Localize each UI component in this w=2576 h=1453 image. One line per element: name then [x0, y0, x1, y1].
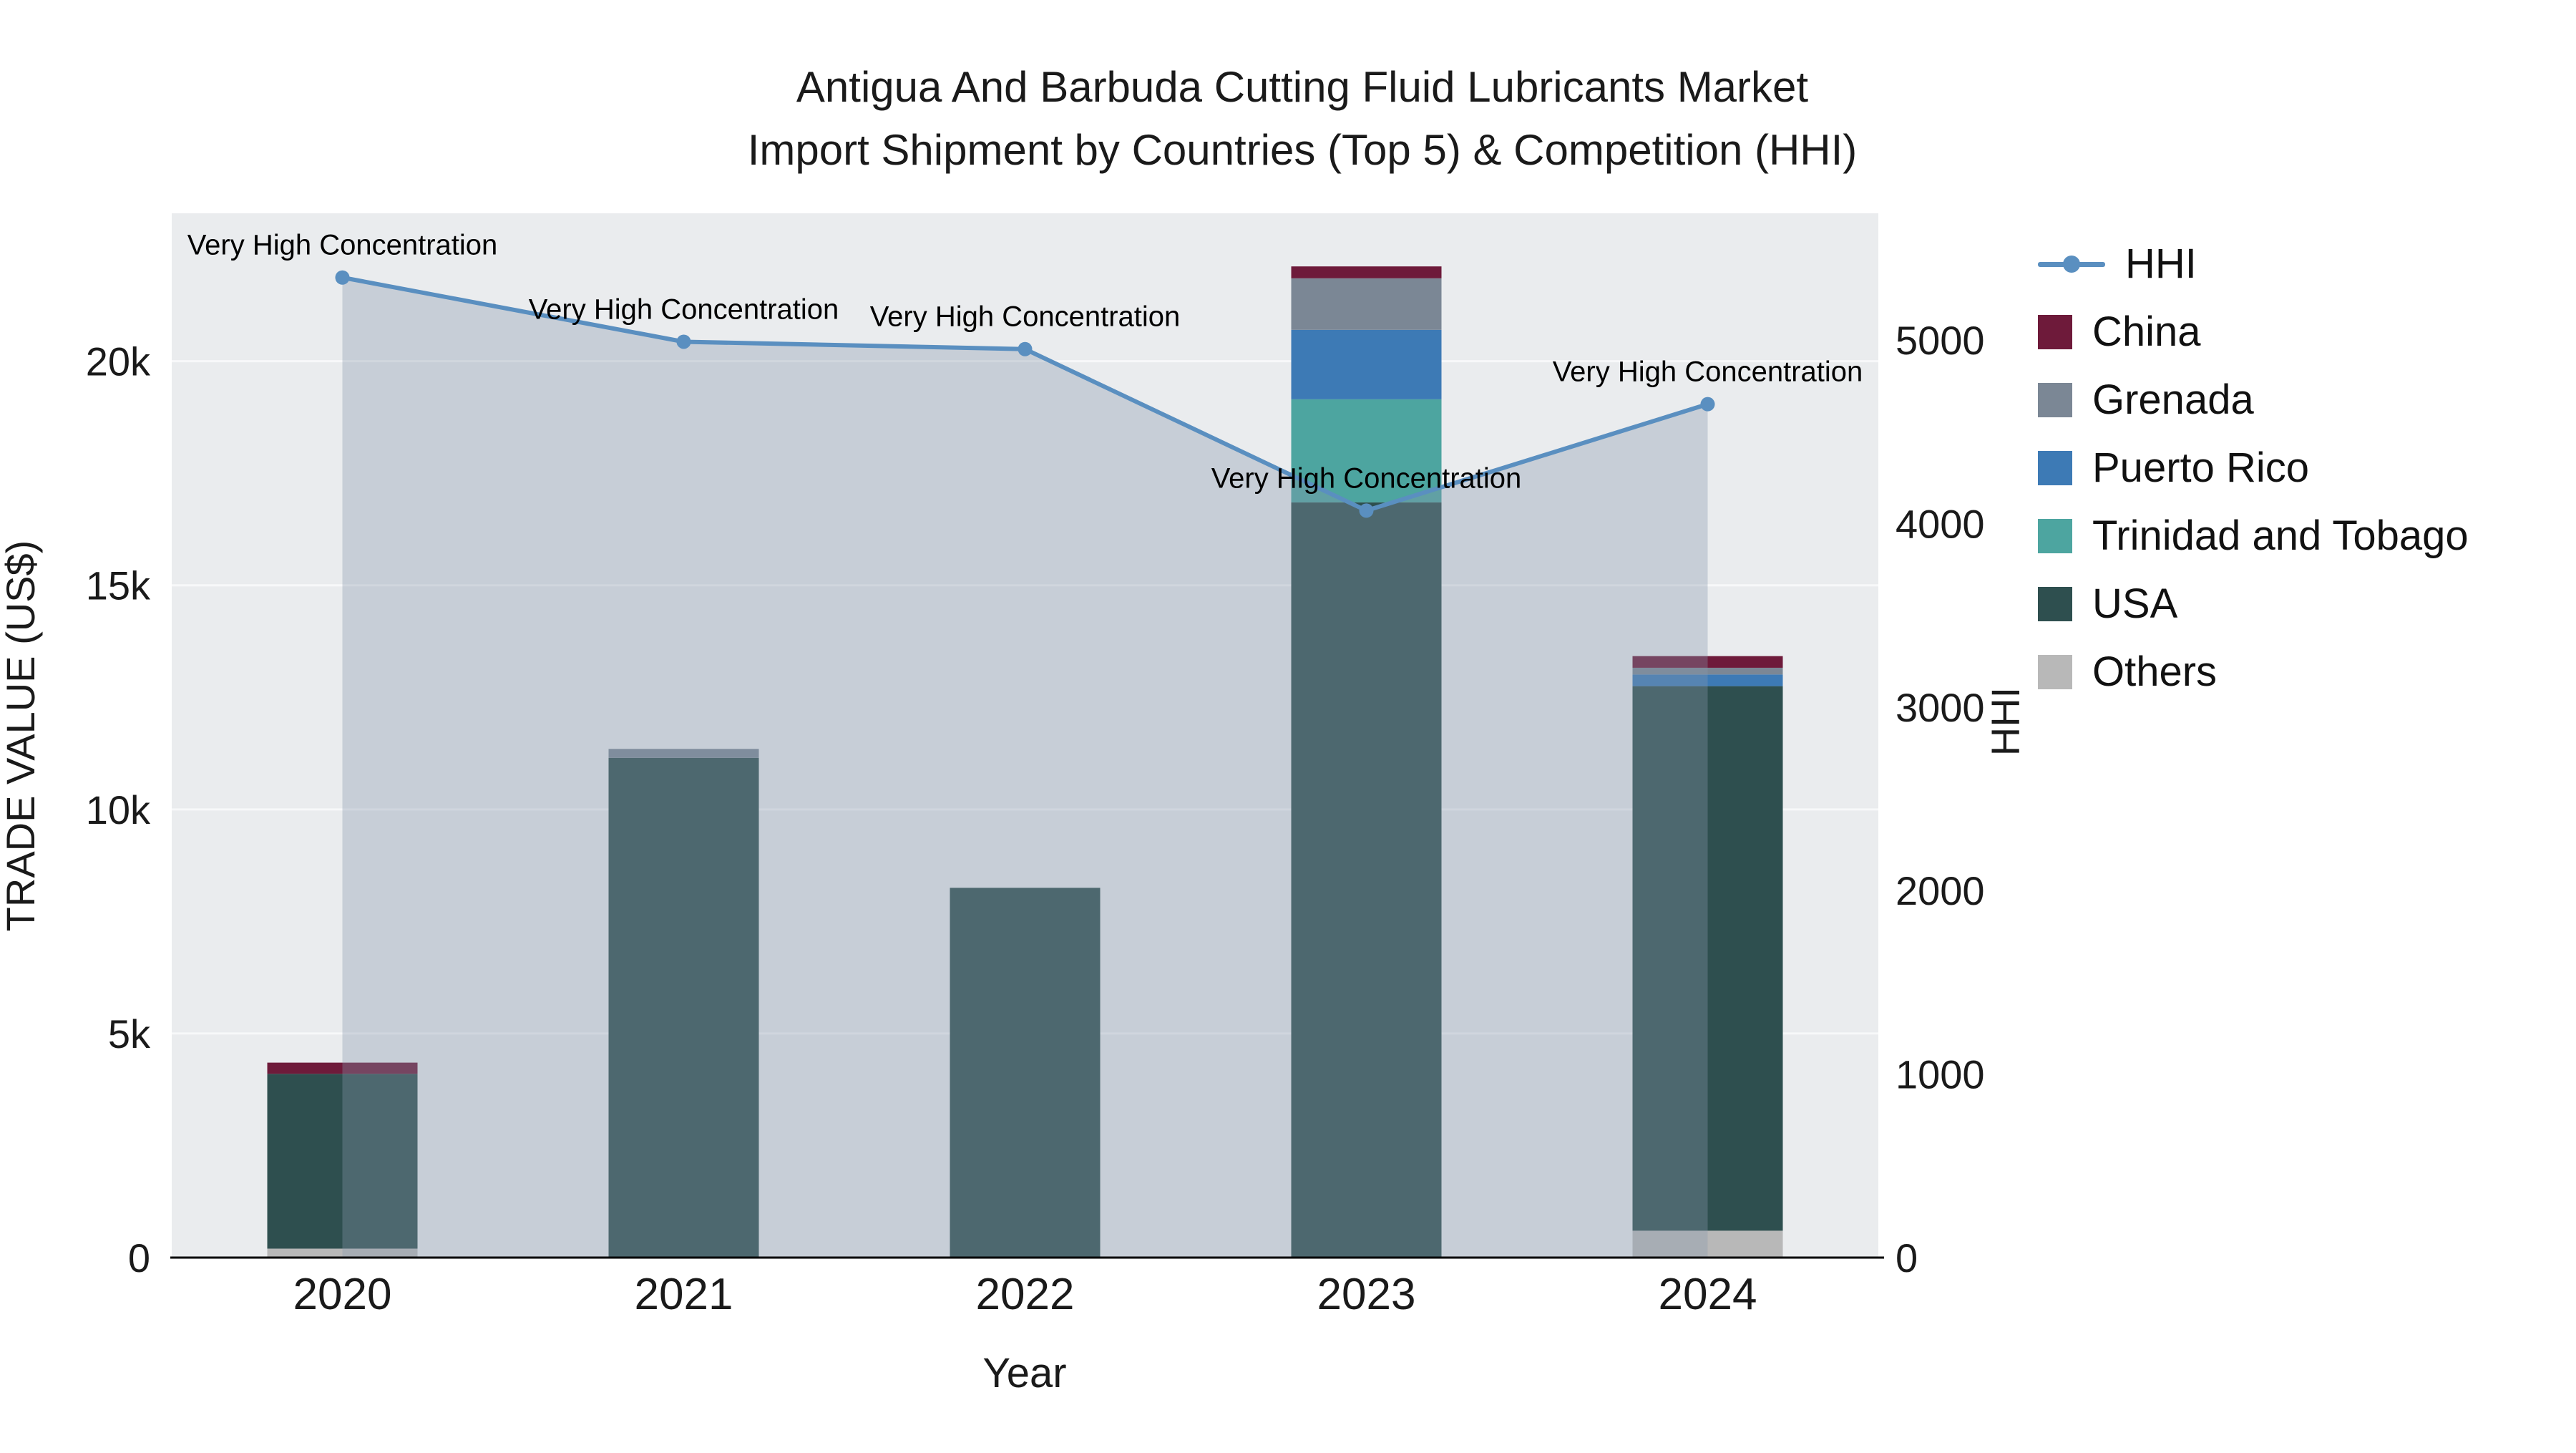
- bar-usa-2021[interactable]: [608, 757, 759, 1258]
- x-tick-2020: 2020: [293, 1270, 392, 1319]
- legend-color-swatch: [2038, 383, 2072, 417]
- legend-color-swatch: [2038, 451, 2072, 485]
- hhi-point-2021[interactable]: [676, 334, 691, 349]
- bar-usa-2022[interactable]: [950, 888, 1101, 1258]
- legend-label: Trinidad and Tobago: [2092, 512, 2469, 559]
- bar-puerto-rico-2023[interactable]: [1291, 329, 1442, 399]
- legend-label: Puerto Rico: [2092, 444, 2310, 491]
- legend-item-grenada[interactable]: Grenada: [2038, 379, 2469, 421]
- y-left-tick-20k: 20k: [86, 339, 151, 384]
- legend-color-swatch: [2038, 315, 2072, 349]
- hhi-area: [342, 277, 1708, 1258]
- bar-grenada-2024[interactable]: [1632, 667, 1783, 675]
- hhi-point-2023[interactable]: [1359, 503, 1374, 518]
- y-right-axis-title: HHI: [1983, 687, 2028, 756]
- hhi-point-2020[interactable]: [335, 270, 350, 285]
- bar-puerto-rico-2024[interactable]: [1632, 674, 1783, 686]
- legend-color-swatch: [2038, 655, 2072, 689]
- legend-label: USA: [2092, 580, 2178, 627]
- y-left-tick-0: 0: [128, 1235, 150, 1281]
- y-right-tick-4000: 4000: [1896, 501, 1985, 546]
- bar-usa-2020[interactable]: [267, 1074, 418, 1249]
- hhi-point-2022[interactable]: [1018, 341, 1033, 356]
- bar-others-2020[interactable]: [267, 1248, 418, 1258]
- legend-label: Others: [2092, 648, 2218, 695]
- bar-china-2020[interactable]: [267, 1062, 418, 1074]
- legend-item-puerto-rico[interactable]: Puerto Rico: [2038, 447, 2469, 489]
- x-tick-2022: 2022: [976, 1270, 1075, 1319]
- y-right-tick-0: 0: [1896, 1235, 1918, 1281]
- annotation-2022: Very High Concentration: [870, 301, 1181, 333]
- legend-item-others[interactable]: Others: [2038, 651, 2469, 693]
- annotations-layer: Very High Concentration Very High Concent…: [187, 230, 1863, 495]
- annotation-2020: Very High Concentration: [187, 230, 498, 261]
- legend-label: China: [2092, 308, 2201, 355]
- bar-usa-2024[interactable]: [1632, 686, 1783, 1231]
- legend-color-swatch: [2038, 587, 2072, 621]
- bar-china-2024[interactable]: [1632, 656, 1783, 668]
- legend-item-hhi[interactable]: HHI: [2038, 243, 2469, 285]
- x-tick-2023: 2023: [1317, 1270, 1416, 1319]
- bar-usa-2023[interactable]: [1291, 502, 1442, 1258]
- annotation-2023: Very High Concentration: [1211, 462, 1522, 494]
- y-right-tick-5000: 5000: [1896, 318, 1985, 363]
- y-right-tick-1000: 1000: [1896, 1052, 1985, 1097]
- x-tick-2024: 2024: [1659, 1270, 1757, 1319]
- y-left-tick-5k: 5k: [108, 1011, 151, 1056]
- y-right-tick-3000: 3000: [1896, 685, 1985, 730]
- axes-layer: 0 5k 10k 15k 20k 0 1000 2000 3000 4000 5000 2020 202…: [86, 318, 1985, 1319]
- legend-label: Grenada: [2092, 376, 2254, 423]
- bars-layer: [267, 266, 1783, 1258]
- bar-others-2024[interactable]: [1632, 1230, 1783, 1258]
- legend: HHI China Grenada Puerto Rico Trinidad and T…: [2038, 243, 2469, 693]
- annotation-2021: Very High Concentration: [529, 293, 839, 325]
- y-right-tick-2000: 2000: [1896, 868, 1985, 913]
- legend-item-trinidad-and-tobago[interactable]: Trinidad and Tobago: [2038, 515, 2469, 557]
- legend-color-swatch: [2038, 519, 2072, 553]
- gridline-layer: [172, 360, 1878, 1035]
- hhi-point-2024[interactable]: [1700, 397, 1715, 412]
- legend-item-china[interactable]: China: [2038, 311, 2469, 353]
- hhi-area-layer: [342, 277, 1708, 1258]
- legend-line-swatch: [2038, 247, 2105, 281]
- y-left-axis-title: TRADE VALUE (US$): [0, 540, 43, 932]
- y-left-tick-15k: 15k: [86, 563, 151, 608]
- bar-grenada-2023[interactable]: [1291, 278, 1442, 330]
- annotation-2024: Very High Concentration: [1553, 356, 1863, 388]
- legend-label: HHI: [2125, 240, 2197, 287]
- bar-grenada-2021[interactable]: [608, 749, 759, 758]
- bar-china-2023[interactable]: [1291, 266, 1442, 278]
- x-tick-2021: 2021: [635, 1270, 733, 1319]
- x-axis-title: Year: [982, 1350, 1066, 1396]
- y-left-tick-10k: 10k: [86, 787, 151, 832]
- hhi-line-layer: [335, 270, 1715, 518]
- chart-title-line1: Antigua And Barbuda Cutting Fluid Lubric…: [796, 63, 1808, 111]
- legend-item-usa[interactable]: USA: [2038, 583, 2469, 625]
- chart-title-line2: Import Shipment by Countries (Top 5) & C…: [748, 126, 1858, 174]
